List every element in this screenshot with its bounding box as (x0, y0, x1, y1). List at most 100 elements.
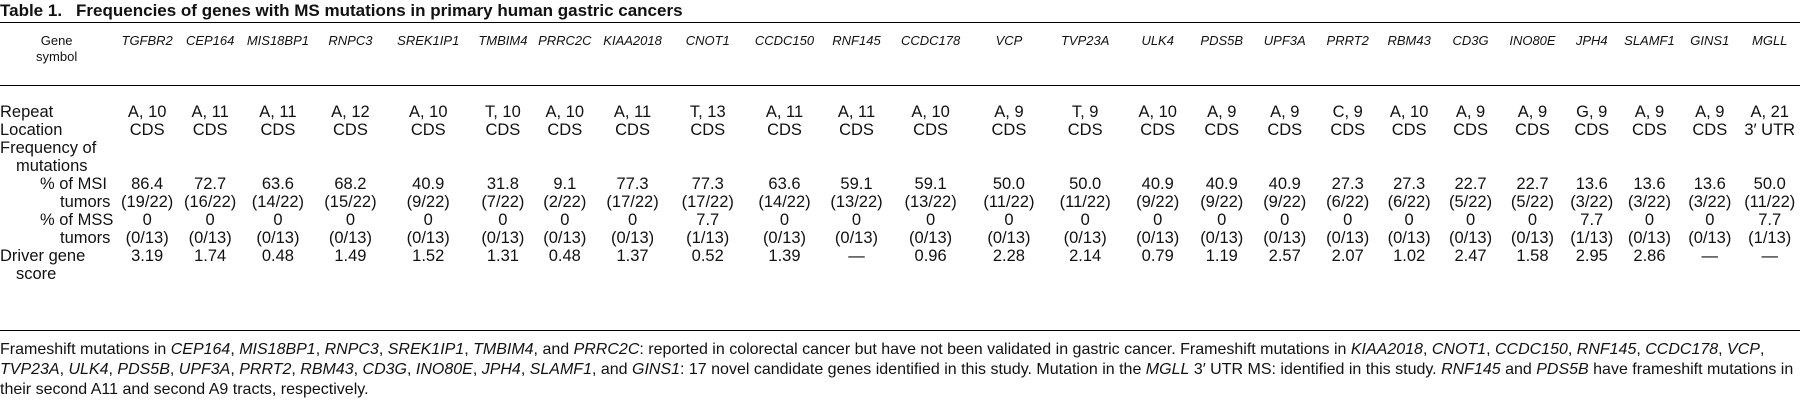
table-cell: CDS (1515, 121, 1550, 139)
row-label: Repeat (0, 103, 54, 121)
table-cell (669, 265, 746, 283)
table-cell: 7.7 (1580, 211, 1604, 229)
table-cell: CDS (1267, 121, 1303, 139)
table-cell (1739, 139, 1800, 157)
table-cell: — (1761, 247, 1778, 265)
footnote-text: , (230, 361, 240, 378)
gene-header: MGLL (1752, 33, 1788, 48)
table-cell: 1.39 (768, 247, 801, 265)
table-cell: (0/13) (406, 229, 450, 247)
table-cell: (11/22) (983, 193, 1035, 211)
table-cell (1619, 139, 1680, 157)
table-cell: A, 9 (1207, 103, 1237, 121)
table-cell: 3.19 (131, 247, 164, 265)
footnote-text: , (291, 361, 301, 378)
table-cell (1500, 265, 1565, 283)
table-cell: (1/13) (1570, 229, 1614, 247)
msi-fraction-row: tumors (19/22) (16/22) (14/22) (15/22) (9/22)… (0, 193, 1800, 211)
table-cell: 40.9 (1205, 175, 1238, 193)
table-cell (1377, 139, 1441, 157)
table-cell: 77.3 (616, 175, 649, 193)
row-label: score (16, 265, 57, 283)
table-cell: 0 (779, 211, 790, 229)
footnote-text: , (353, 361, 363, 378)
table-cell (596, 265, 669, 283)
table-cell (746, 157, 822, 175)
table-cell (1441, 265, 1500, 283)
table-cell: CDS (192, 121, 228, 139)
table-cell: A, 9 (1695, 103, 1725, 121)
table-cell (596, 139, 669, 157)
footnote-text: , (1486, 341, 1495, 358)
gene-header: ULK4 (1141, 33, 1174, 48)
repeat-row: Repeat A, 10 A, 11 A, 11 A, 12 A, 10 T, 10 A, 1… (0, 103, 1800, 121)
table-cell (1500, 157, 1565, 175)
gene-header: PRRT2 (1326, 33, 1369, 48)
gene-name: PRRT2 (239, 361, 292, 378)
bottom-rule (0, 330, 1800, 331)
table-cell (1318, 139, 1377, 157)
table-cell: (0/13) (1448, 229, 1493, 247)
table-cell (1377, 265, 1441, 283)
table-cell (971, 139, 1047, 157)
table-cell (1441, 157, 1500, 175)
gene-header: INO80E (1509, 33, 1556, 48)
table-cell: 0 (1527, 211, 1538, 229)
table-cell: 3′ UTR (1744, 121, 1796, 139)
table-cell (1500, 139, 1565, 157)
table-cell: 2.28 (992, 247, 1025, 265)
table-cell: (0/13) (909, 229, 953, 247)
gene-name: KIAA2018 (1350, 341, 1423, 358)
table-cell: (5/22) (1448, 193, 1493, 211)
table-cell: 7.7 (696, 211, 720, 229)
gene-name: RNF145 (1576, 341, 1637, 358)
table-cell: A, 9 (1517, 103, 1548, 121)
top-rule (0, 22, 1800, 23)
table-cell (1441, 139, 1500, 157)
table-cell (1318, 265, 1377, 283)
table-cell (1123, 139, 1192, 157)
table-cell: G, 9 (1576, 103, 1608, 121)
table-cell: (0/13) (1263, 229, 1307, 247)
table-cell: (9/22) (1263, 193, 1307, 211)
table-cell: (0/13) (762, 229, 807, 247)
table-cell: 68.2 (334, 175, 367, 193)
table-cell (239, 157, 316, 175)
table-cell: 0 (273, 211, 283, 229)
table-cell (1047, 157, 1123, 175)
table-cell (317, 139, 385, 157)
table-cell: (11/22) (1059, 193, 1111, 211)
table-cell (823, 139, 891, 157)
table-cell: CDS (547, 121, 583, 139)
table-cell: CDS (1632, 121, 1667, 139)
table-cell: CDS (839, 121, 874, 139)
table-cell (317, 157, 385, 175)
table-cell: (6/22) (1387, 193, 1431, 211)
table-cell (1123, 265, 1192, 283)
table-cell: CDS (333, 121, 368, 139)
table-cell: (0/13) (256, 229, 300, 247)
frequency-table: Gene symbol TGFBR2 CEP164 MIS18BP1 RNPC3 SRE… (0, 33, 1800, 283)
table-cell: CDS (913, 121, 949, 139)
table-cell (746, 265, 822, 283)
footnote-text: : reported in colorectal cancer but have… (639, 341, 1351, 358)
table-cell (1192, 265, 1251, 283)
table-cell: (3/22) (1570, 193, 1614, 211)
table-cell: CDS (1453, 121, 1488, 139)
footnote-text: , (407, 361, 416, 378)
table-cell: 0 (1644, 211, 1655, 229)
table-cell: 63.6 (768, 175, 801, 193)
table-cell: 0 (1080, 211, 1090, 229)
table-cell (1047, 265, 1123, 283)
footnote-text: , (1422, 341, 1432, 358)
table-cell: A, 10 (545, 103, 585, 121)
table-cell: A, 10 (911, 103, 950, 121)
table-cell: (5/22) (1510, 193, 1555, 211)
table-cell (1680, 265, 1739, 283)
row-label: tumors (60, 193, 111, 211)
table-cell: 27.3 (1393, 175, 1426, 193)
table-cell: (0/13) (834, 229, 879, 247)
table-cell: T, 9 (1071, 103, 1099, 121)
table-cell (1318, 157, 1377, 175)
table-cell: (7/22) (481, 193, 525, 211)
